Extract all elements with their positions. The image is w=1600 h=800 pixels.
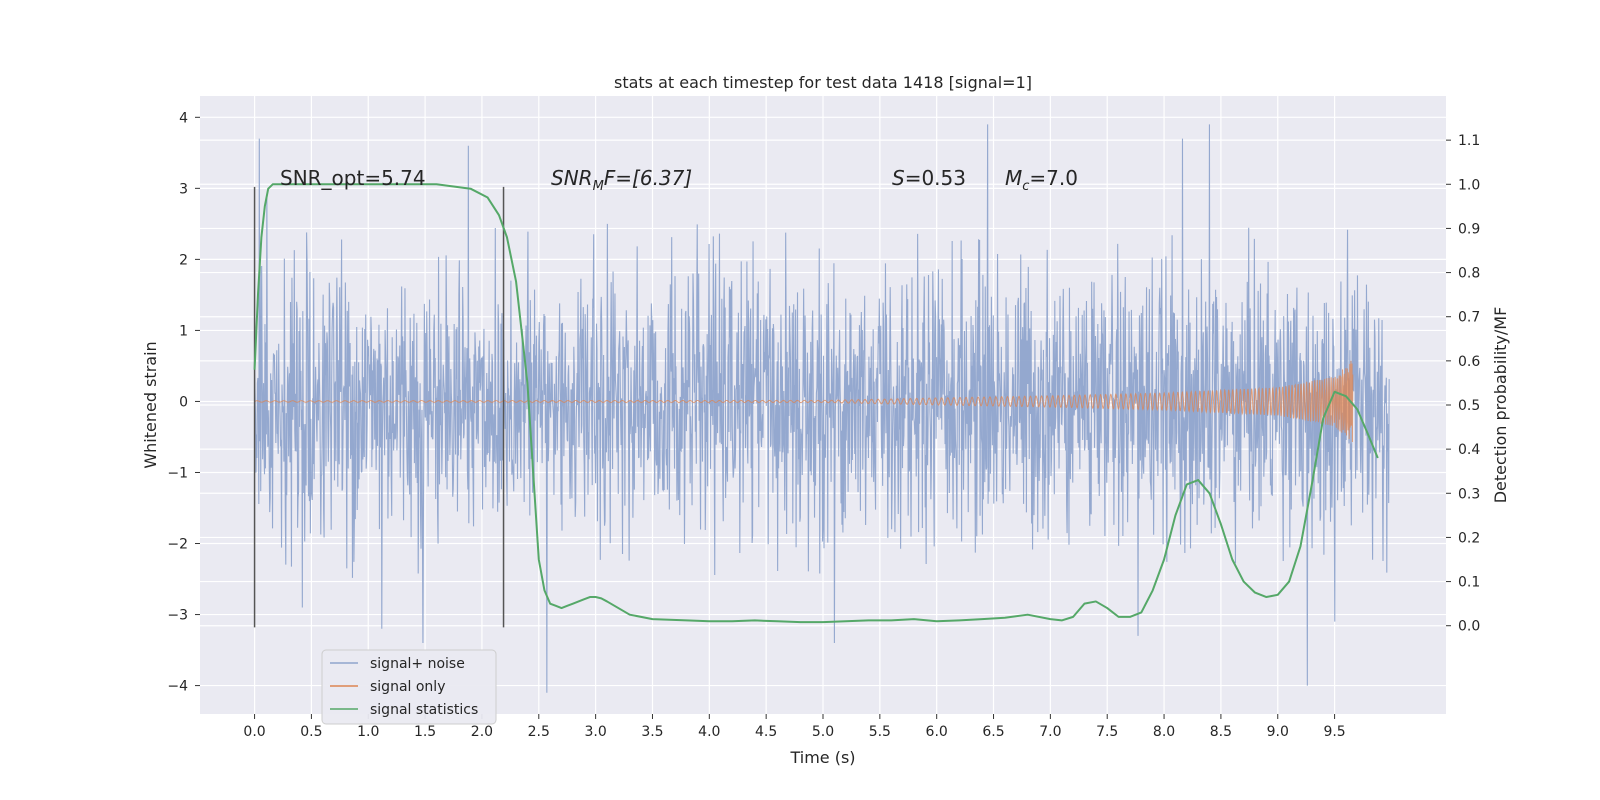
x-tick-label: 2.5 bbox=[528, 724, 550, 740]
y-axis-label-right: Detection probability/MF bbox=[1491, 307, 1510, 504]
y-tick-label-right: 1.1 bbox=[1458, 133, 1480, 149]
x-tick-label: 2.0 bbox=[471, 724, 493, 740]
x-tick-label: 4.0 bbox=[698, 724, 720, 740]
y-tick-label-right: 0.8 bbox=[1458, 266, 1480, 282]
x-tick-label: 8.0 bbox=[1153, 724, 1175, 740]
x-tick-label: 9.0 bbox=[1267, 724, 1289, 740]
annotation-mc-value: =7.0 bbox=[1029, 166, 1078, 190]
x-tick-label: 0.0 bbox=[243, 724, 265, 740]
x-tick-label: 7.5 bbox=[1096, 724, 1118, 740]
x-tick-label: 5.5 bbox=[869, 724, 891, 740]
series-line-signal-statistics bbox=[253, 183, 1379, 624]
x-tick-label: 3.5 bbox=[641, 724, 663, 740]
y-tick-label-right: 0.4 bbox=[1458, 442, 1480, 458]
y-axis-label-left: Whitened strain bbox=[141, 341, 160, 468]
legend-label-signal-only: signal only bbox=[370, 679, 445, 695]
annotation-snr-mf-value: F=[6.37] bbox=[604, 166, 692, 190]
y-tick-label-left: −1 bbox=[167, 465, 188, 481]
x-tick-label: 3.0 bbox=[584, 724, 606, 740]
annotation-snr-opt: SNR_opt=5.74 bbox=[280, 166, 426, 190]
y-tick-label-right: 0.9 bbox=[1458, 221, 1480, 237]
x-tick-label: 6.5 bbox=[982, 724, 1004, 740]
annotation-s-label: S bbox=[892, 166, 905, 190]
y-tick-label-right: 0.0 bbox=[1458, 619, 1480, 635]
series-line-signal-only bbox=[254, 360, 1354, 442]
y-tick-label-left: −3 bbox=[167, 608, 188, 624]
y-tick-label-left: −4 bbox=[167, 679, 188, 695]
y-tick-label-left: 4 bbox=[179, 110, 188, 126]
vertical-markers bbox=[253, 186, 505, 628]
legend-label-signal-noise: signal+ noise bbox=[370, 656, 465, 672]
y-tick-label-left: 2 bbox=[179, 252, 188, 268]
annotation-snr-mf-label: SNR bbox=[551, 166, 593, 190]
ticks: 0.0 0.5 1.0 1.5 2.0 2.5 3.0 3.5 4.0 4.5 5.0 5.5 6.0 6… bbox=[167, 110, 1480, 740]
y-tick-label-left: 3 bbox=[179, 181, 188, 197]
y-tick-label-right: 0.6 bbox=[1458, 354, 1480, 370]
x-tick-label: 7.0 bbox=[1039, 724, 1061, 740]
y-tick-label-right: 1.0 bbox=[1458, 177, 1480, 193]
x-tick-label: 6.0 bbox=[926, 724, 948, 740]
annotation-s: S=0.53 bbox=[892, 166, 966, 190]
legend: signal+ noise signal only signal statist… bbox=[321, 649, 497, 725]
series-line-signal-noise bbox=[254, 124, 1390, 693]
series-signal-noise bbox=[254, 124, 1390, 693]
y-tick-label-right: 0.1 bbox=[1458, 575, 1480, 591]
annotation-snr-mf: SNRMF=[6.37] bbox=[551, 166, 692, 194]
series-signal-statistics bbox=[253, 183, 1379, 624]
annotation-mc: Mc=7.0 bbox=[1005, 166, 1078, 194]
x-tick-label: 9.5 bbox=[1323, 724, 1345, 740]
x-tick-label: 1.0 bbox=[357, 724, 379, 740]
annotation-mc-label: M bbox=[1005, 166, 1022, 190]
x-tick-label: 8.5 bbox=[1210, 724, 1232, 740]
y-tick-label-left: 1 bbox=[179, 323, 188, 339]
x-tick-label: 5.0 bbox=[812, 724, 834, 740]
annotation-mc-subscript: c bbox=[1022, 179, 1029, 194]
legend-box bbox=[321, 649, 497, 725]
x-tick-label: 0.5 bbox=[300, 724, 322, 740]
annotation-s-value: =0.53 bbox=[905, 166, 966, 190]
annotation-snr-mf-subscript: M bbox=[593, 179, 604, 194]
y-tick-label-right: 0.5 bbox=[1458, 398, 1480, 414]
series-signal-only bbox=[254, 360, 1354, 442]
legend-label-signal-statistics: signal statistics bbox=[370, 702, 478, 718]
chart-title: stats at each timestep for test data 141… bbox=[614, 73, 1032, 92]
x-axis-label: Time (s) bbox=[789, 748, 855, 767]
y-tick-label-right: 0.3 bbox=[1458, 486, 1480, 502]
y-tick-label-right: 0.2 bbox=[1458, 530, 1480, 546]
x-tick-label: 1.5 bbox=[414, 724, 436, 740]
y-tick-label-left: 0 bbox=[179, 394, 188, 410]
x-tick-label: 4.5 bbox=[755, 724, 777, 740]
y-tick-label-right: 0.7 bbox=[1458, 310, 1480, 326]
y-tick-label-left: −2 bbox=[167, 537, 188, 553]
